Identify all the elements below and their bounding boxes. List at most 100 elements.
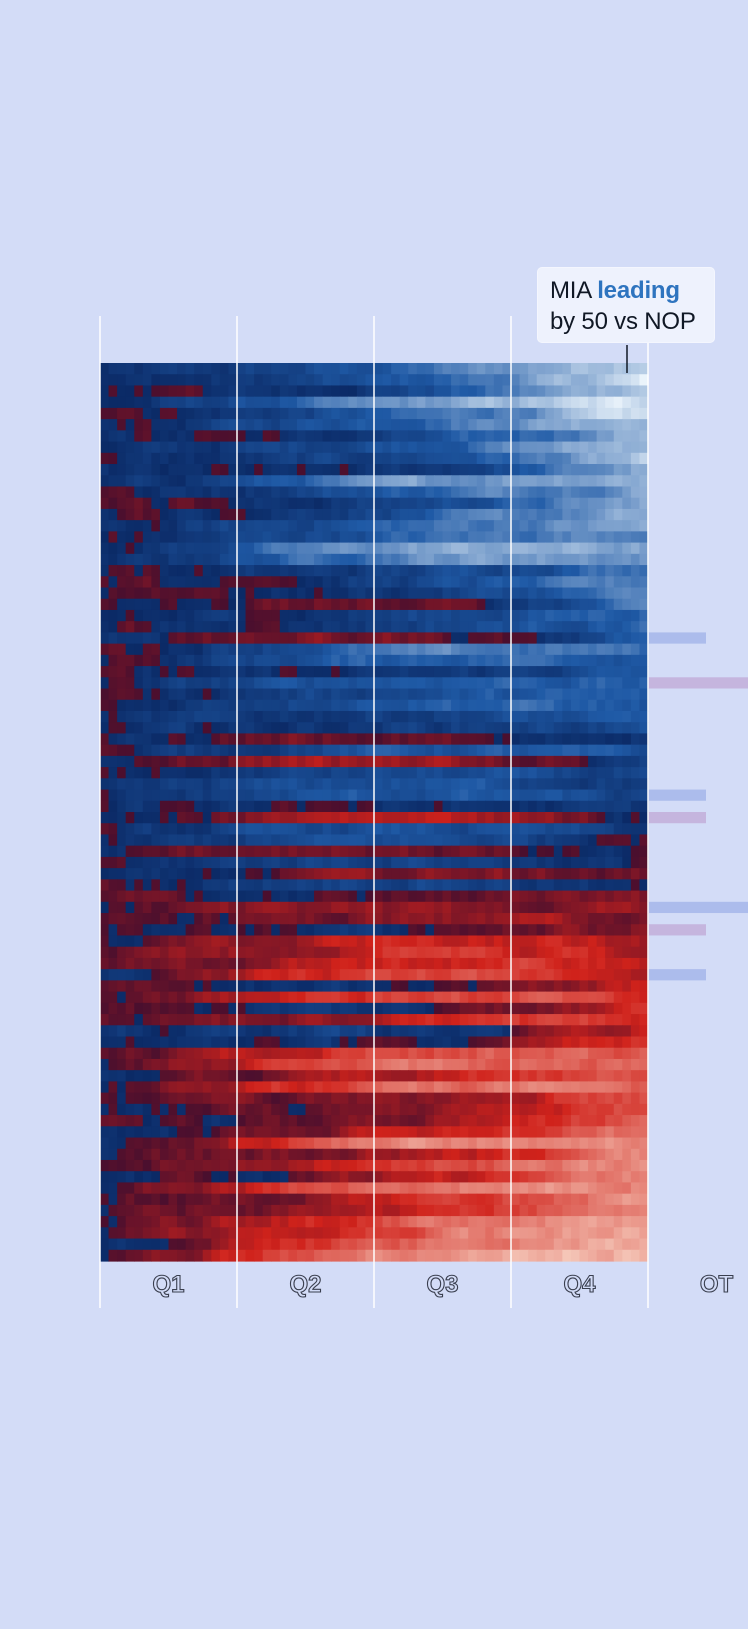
heatmap-cell [468, 834, 477, 846]
heatmap-cell [203, 1171, 212, 1183]
heatmap-cell [502, 464, 511, 476]
heatmap-cell [434, 1025, 443, 1037]
heatmap-cell [597, 1160, 606, 1172]
heatmap-cell [169, 1037, 178, 1049]
heatmap-cell [288, 767, 297, 779]
heatmap-cell [169, 700, 178, 712]
heatmap-cell [580, 554, 589, 566]
heatmap-cell [340, 1171, 349, 1183]
heatmap-cell [357, 733, 366, 745]
heatmap-cell [631, 498, 640, 510]
heatmap-cell [528, 677, 537, 689]
heatmap-cell [485, 1149, 494, 1161]
heatmap-cell [177, 980, 186, 992]
heatmap-cell [434, 891, 443, 903]
heatmap-cell [477, 644, 486, 656]
heatmap-cell [605, 767, 614, 779]
heatmap-cell [520, 632, 529, 644]
heatmap-cell [485, 408, 494, 420]
heatmap-cell [451, 801, 460, 813]
heatmap-cell [580, 475, 589, 487]
heatmap-cell [485, 397, 494, 409]
heatmap-cell [177, 891, 186, 903]
heatmap-cell [323, 1037, 332, 1049]
heatmap-cell [306, 1138, 315, 1150]
heatmap-cell [477, 464, 486, 476]
heatmap-cell [460, 913, 469, 925]
heatmap-cell [383, 408, 392, 420]
heatmap-cell [443, 823, 452, 835]
heatmap-cell [314, 1205, 323, 1217]
heatmap-cell [520, 1205, 529, 1217]
heatmap-cell [203, 1227, 212, 1239]
heatmap-cell [288, 801, 297, 813]
heatmap-cell [263, 834, 272, 846]
heatmap-cell [391, 868, 400, 880]
heatmap-cell [537, 879, 546, 891]
heatmap-cell [417, 1216, 426, 1228]
heatmap-cell [537, 576, 546, 588]
heatmap-cell [383, 846, 392, 858]
heatmap-cell [588, 554, 597, 566]
heatmap-cell [477, 565, 486, 577]
heatmap-cell [331, 655, 340, 667]
heatmap-cell [511, 1115, 520, 1127]
heatmap-cell [443, 935, 452, 947]
heatmap-cell [537, 385, 546, 397]
heatmap-cell [494, 879, 503, 891]
heatmap-cell [134, 801, 143, 813]
heatmap-cell [485, 1104, 494, 1116]
heatmap-cell [297, 1126, 306, 1138]
heatmap-cell [494, 610, 503, 622]
heatmap-cell [451, 834, 460, 846]
heatmap-cell [383, 767, 392, 779]
heatmap-cell [357, 879, 366, 891]
heatmap-cell [109, 1037, 118, 1049]
heatmap-cell [271, 879, 280, 891]
heatmap-cell [340, 1149, 349, 1161]
heatmap-cell [365, 1070, 374, 1082]
heatmap-cell [169, 801, 178, 813]
heatmap-cell [537, 891, 546, 903]
heatmap-cell [365, 666, 374, 678]
heatmap-cell [134, 1014, 143, 1026]
heatmap-cell [169, 442, 178, 454]
heatmap-cell [434, 1070, 443, 1082]
heatmap-cell [511, 790, 520, 802]
heatmap-cell [126, 891, 135, 903]
heatmap-cell [545, 632, 554, 644]
heatmap-cell [408, 385, 417, 397]
heatmap-cell [605, 1205, 614, 1217]
heatmap-cell [614, 509, 623, 521]
heatmap-cell [562, 924, 571, 936]
heatmap-cell [177, 610, 186, 622]
heatmap-cell [374, 891, 383, 903]
heatmap-cell [228, 700, 237, 712]
heatmap-cell [254, 419, 263, 431]
heatmap-cell [554, 1059, 563, 1071]
heatmap-cell [323, 812, 332, 824]
heatmap-cell [554, 1003, 563, 1015]
heatmap-cell [280, 745, 289, 757]
heatmap-cell [588, 913, 597, 925]
heatmap-cell [468, 655, 477, 667]
heatmap-cell [186, 700, 195, 712]
heatmap-cell [597, 846, 606, 858]
heatmap-cell [228, 363, 237, 375]
heatmap-cell [443, 430, 452, 442]
heatmap-cell [348, 374, 357, 386]
heatmap-cell [537, 509, 546, 521]
heatmap-cell [477, 947, 486, 959]
heatmap-cell [331, 790, 340, 802]
heatmap-cell [580, 374, 589, 386]
heatmap-cell [554, 1104, 563, 1116]
heatmap-cell [228, 891, 237, 903]
heatmap-cell [408, 565, 417, 577]
heatmap-cell [246, 947, 255, 959]
heatmap-cell [203, 464, 212, 476]
heatmap-cell [374, 1014, 383, 1026]
heatmap-cell [151, 947, 160, 959]
heatmap-cell [117, 1227, 126, 1239]
heatmap-cell [391, 1093, 400, 1105]
heatmap-cell [631, 509, 640, 521]
